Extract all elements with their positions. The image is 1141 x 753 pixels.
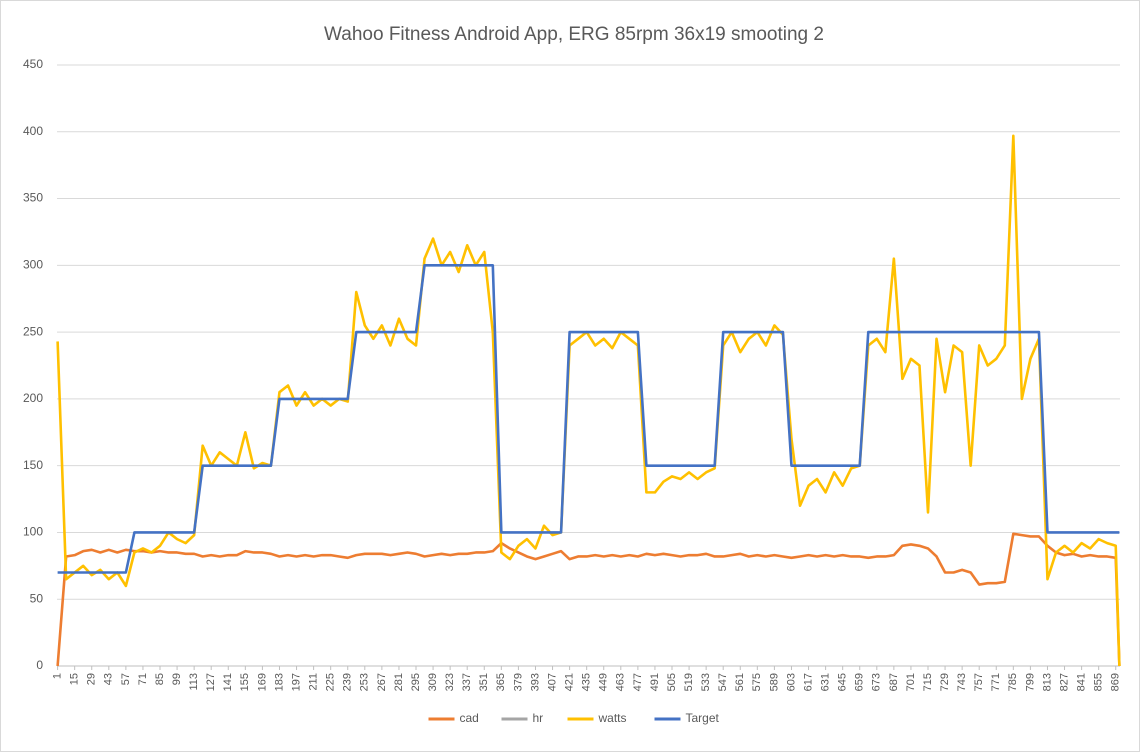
x-tick-label: 407 <box>546 673 558 691</box>
x-tick-label: 477 <box>632 673 644 691</box>
x-tick-label: 155 <box>239 673 251 691</box>
x-tick-label: 421 <box>564 673 576 691</box>
x-tick-label: 71 <box>137 673 149 685</box>
x-tick-label: 351 <box>478 673 490 691</box>
x-tick-label: 57 <box>120 673 132 685</box>
x-tick-label: 365 <box>495 673 507 691</box>
x-tick-label: 491 <box>649 673 661 691</box>
x-tick-label: 757 <box>973 673 985 691</box>
x-tick-label: 43 <box>103 673 115 685</box>
series-line <box>56 532 1121 667</box>
x-tick-label: 869 <box>1110 673 1122 691</box>
y-tick-label: 250 <box>23 324 43 338</box>
x-tick-label: 197 <box>290 673 302 691</box>
x-tick-label: 673 <box>871 673 883 691</box>
x-tick-label: 281 <box>393 673 405 691</box>
legend-label: watts <box>598 711 627 725</box>
x-tick-label: 379 <box>512 673 524 691</box>
chart-title: Wahoo Fitness Android App, ERG 85rpm 36x… <box>324 24 824 45</box>
y-tick-label: 200 <box>23 391 43 405</box>
x-tick-label: 575 <box>751 673 763 691</box>
legend-label: hr <box>533 711 544 725</box>
x-tick-label: 855 <box>1093 673 1105 691</box>
y-tick-label: 50 <box>30 591 44 605</box>
x-tick-label: 239 <box>342 673 354 691</box>
x-tick-label: 687 <box>888 673 900 691</box>
x-tick-label: 603 <box>785 673 797 691</box>
x-tick-label: 85 <box>154 673 166 685</box>
x-tick-label: 701 <box>905 673 917 691</box>
x-tick-label: 799 <box>1024 673 1036 691</box>
x-tick-label: 323 <box>444 673 456 691</box>
x-tick-label: 253 <box>359 673 371 691</box>
x-tick-label: 519 <box>683 673 695 691</box>
x-tick-label: 435 <box>581 673 593 691</box>
x-tick-label: 183 <box>273 673 285 691</box>
x-tick-label: 267 <box>376 673 388 691</box>
legend-label: Target <box>686 711 720 725</box>
y-tick-label: 0 <box>36 658 43 672</box>
x-tick-label: 785 <box>1007 673 1019 691</box>
x-tick-label: 211 <box>308 673 320 691</box>
x-tick-label: 393 <box>529 673 541 691</box>
x-tick-label: 771 <box>990 673 1002 691</box>
x-tick-label: 463 <box>615 673 627 691</box>
x-tick-label: 141 <box>222 673 234 691</box>
x-tick-label: 169 <box>256 673 268 691</box>
x-tick-label: 533 <box>700 673 712 691</box>
y-tick-label: 100 <box>23 525 43 539</box>
x-tick-label: 127 <box>205 673 217 691</box>
x-tick-label: 729 <box>939 673 951 691</box>
x-tick-label: 589 <box>768 673 780 691</box>
x-tick-label: 617 <box>802 673 814 691</box>
x-tick-label: 295 <box>410 673 422 691</box>
x-tick-label: 841 <box>1076 673 1088 691</box>
x-tick-label: 1 <box>52 673 64 679</box>
x-tick-label: 225 <box>325 673 337 691</box>
x-tick-label: 449 <box>598 673 610 691</box>
x-tick-label: 813 <box>1041 673 1053 691</box>
x-tick-label: 15 <box>69 673 81 685</box>
y-tick-label: 450 <box>23 57 43 71</box>
x-tick-label: 645 <box>837 673 849 691</box>
y-tick-label: 400 <box>23 124 43 138</box>
y-tick-label: 150 <box>23 458 43 472</box>
x-tick-label: 505 <box>666 673 678 691</box>
x-tick-label: 631 <box>820 673 832 691</box>
x-tick-label: 743 <box>956 673 968 691</box>
x-tick-label: 337 <box>461 673 473 691</box>
y-tick-label: 300 <box>23 258 43 272</box>
x-tick-label: 309 <box>427 673 439 691</box>
series-line <box>57 264 1120 574</box>
legend-label: cad <box>460 711 479 725</box>
x-tick-label: 29 <box>86 673 98 685</box>
x-tick-label: 547 <box>717 673 729 691</box>
x-tick-label: 561 <box>734 673 746 691</box>
x-tick-label: 99 <box>171 673 183 685</box>
x-tick-label: 659 <box>854 673 866 691</box>
x-tick-label: 113 <box>188 673 200 691</box>
x-tick-label: 827 <box>1058 673 1070 691</box>
y-tick-label: 350 <box>23 191 43 205</box>
x-tick-label: 715 <box>922 673 934 691</box>
